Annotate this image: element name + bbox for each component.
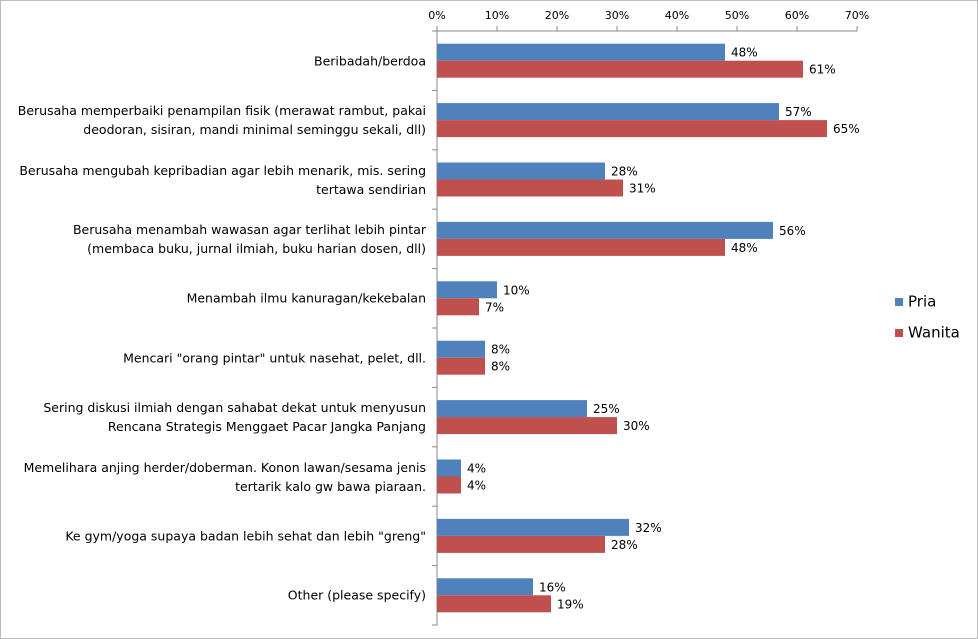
value-label: 4% <box>467 462 486 476</box>
value-label: 48% <box>731 241 758 255</box>
category-label: Memelihara anjing herder/doberman. Konon… <box>23 459 426 494</box>
value-label: 7% <box>485 300 504 314</box>
category-label: Berusaha mengubah kepribadian agar lebih… <box>19 162 426 197</box>
x-tick-label: 70% <box>845 9 869 22</box>
bar <box>437 340 485 358</box>
value-label: 65% <box>833 122 860 136</box>
x-tick-label: 20% <box>545 9 569 22</box>
legend-swatch <box>895 298 903 306</box>
value-label: 8% <box>491 360 510 374</box>
value-label: 25% <box>593 402 620 416</box>
value-label: 32% <box>635 521 662 535</box>
bar <box>437 417 617 435</box>
bar <box>437 120 827 138</box>
category-label: Menambah ilmu kanuragan/kekebalan <box>186 290 426 306</box>
value-label: 28% <box>611 165 638 179</box>
x-tick-label: 10% <box>485 9 509 22</box>
legend-label: Wanita <box>908 324 960 342</box>
bar <box>437 578 533 596</box>
value-label: 56% <box>779 224 806 238</box>
value-label: 10% <box>503 283 530 297</box>
value-label: 16% <box>539 580 566 594</box>
x-tick-label: 40% <box>665 9 689 22</box>
category-label: Berusaha menambah wawasan agar terlihat … <box>72 221 426 256</box>
category-label: Sering diskusi ilmiah dengan sahabat dek… <box>43 400 426 435</box>
bar <box>437 103 779 121</box>
bar <box>437 357 485 375</box>
value-label: 8% <box>491 343 510 357</box>
value-label: 30% <box>623 419 650 433</box>
value-label: 31% <box>629 182 656 196</box>
bar <box>437 535 605 553</box>
bar <box>437 60 803 78</box>
value-label: 61% <box>809 63 836 77</box>
value-label: 19% <box>557 597 584 611</box>
bar <box>437 595 551 613</box>
x-tick-label: 50% <box>725 9 749 22</box>
bar <box>437 518 629 536</box>
value-label: 48% <box>731 46 758 60</box>
value-label: 28% <box>611 538 638 552</box>
bar <box>437 162 605 180</box>
x-tick-label: 0% <box>428 9 445 22</box>
bar <box>437 298 479 316</box>
value-label: 57% <box>785 105 812 119</box>
bar <box>437 221 773 239</box>
legend-label: Pria <box>908 293 936 311</box>
category-label: Ke gym/yoga supaya badan lebih sehat dan… <box>65 528 426 544</box>
bar <box>437 179 623 197</box>
category-label: Beribadah/berdoa <box>314 53 426 69</box>
value-label: 4% <box>467 479 486 493</box>
bar <box>437 281 497 299</box>
category-label: Berusaha memperbaiki penampilan fisik (m… <box>17 103 426 138</box>
legend-swatch <box>895 329 903 337</box>
bar <box>437 400 587 418</box>
category-label: Other (please specify) <box>287 587 426 603</box>
bar <box>437 459 461 477</box>
bar <box>437 476 461 494</box>
x-tick-label: 60% <box>785 9 809 22</box>
category-label: Mencari "orang pintar" untuk nasehat, pe… <box>123 350 426 366</box>
bar <box>437 43 725 61</box>
bar <box>437 238 725 256</box>
x-tick-label: 30% <box>605 9 629 22</box>
